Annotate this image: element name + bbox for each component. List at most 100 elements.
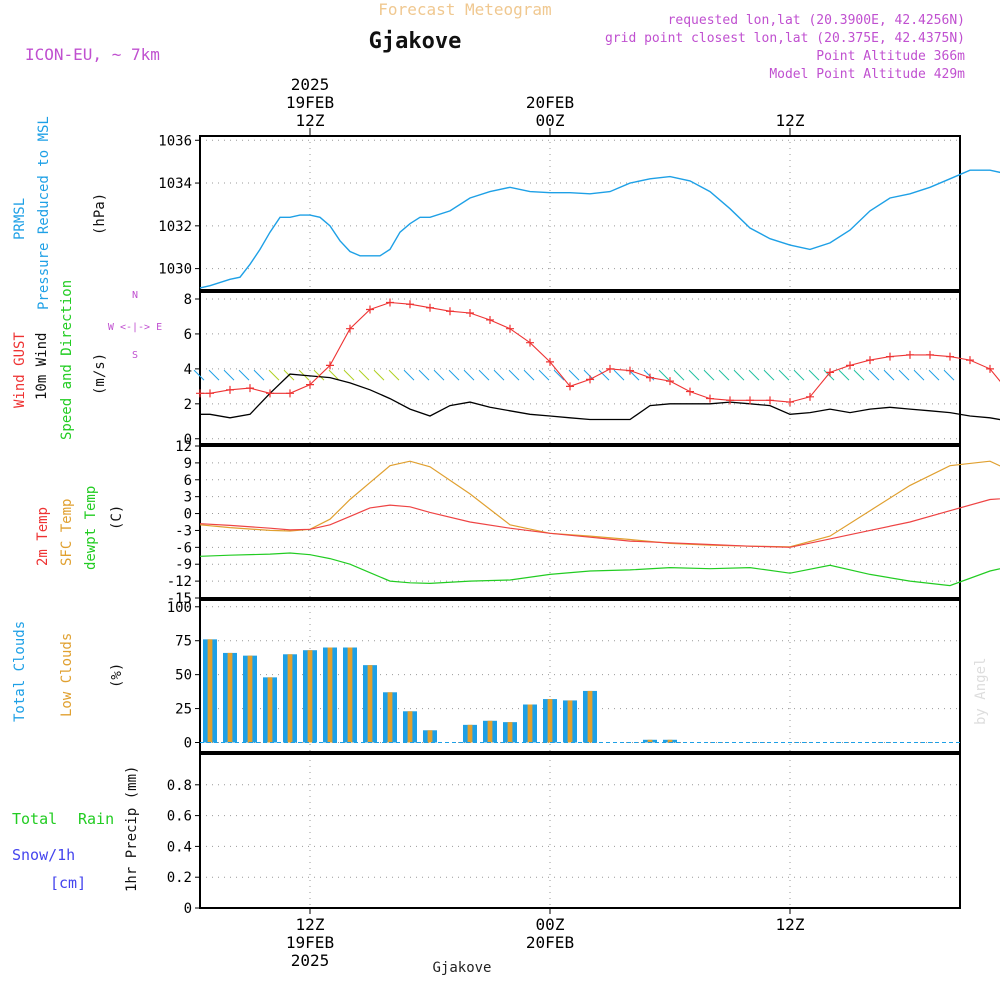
wind-direction-arrow <box>238 369 250 381</box>
wind-direction-arrow <box>943 369 955 381</box>
low-cloud-bar <box>347 647 353 743</box>
wind-gust-marker <box>366 305 374 314</box>
wind-gust-marker <box>666 377 674 386</box>
temp-dewpt-label: dewpt Temp <box>83 486 99 570</box>
wind-gust-marker <box>426 303 434 312</box>
y-tick-label: 8 <box>184 292 192 308</box>
low-cloud-bar <box>307 650 313 743</box>
y-tick-label: 1030 <box>158 262 192 278</box>
wind-direction-arrow <box>193 369 205 381</box>
y-tick-label: -15 <box>167 591 192 607</box>
compass-north: N <box>132 290 138 301</box>
meteogram-title: Forecast Meteogram <box>378 0 551 19</box>
wind-direction-arrow <box>868 369 880 381</box>
wind-direction-arrow <box>463 369 475 381</box>
bottom-axis-time-label: 00Z <box>536 915 565 934</box>
prmsl-label: PRMSL <box>12 198 28 240</box>
wind-direction-arrow <box>703 369 715 381</box>
wind-gust-marker <box>466 308 474 317</box>
low-cloud-bar <box>527 704 533 743</box>
y-tick-label: 9 <box>184 456 192 472</box>
wind-direction-arrow <box>343 369 355 381</box>
wind-gust-marker <box>226 385 234 394</box>
wind-gust-label: Wind GUST <box>12 332 28 408</box>
low-cloud-bar <box>587 690 593 743</box>
y-tick-label: 0.8 <box>167 778 192 794</box>
top-axis-time-label: 00Z <box>536 111 565 130</box>
location-title: Gjakove <box>369 29 462 54</box>
wind-direction-arrow <box>493 369 505 381</box>
clouds-panel: 0 25 50 75 100 <box>167 599 961 753</box>
y-tick-label: -9 <box>175 557 192 573</box>
y-tick-label: 6 <box>184 473 192 489</box>
wind-direction-arrow <box>538 369 550 381</box>
wind-direction-arrow <box>358 369 370 381</box>
total-clouds-label: Total Clouds <box>12 621 28 722</box>
wind-gust-marker <box>346 324 354 333</box>
wind-direction-arrow <box>628 369 640 381</box>
top-axis-date-label: 20FEB <box>526 93 574 112</box>
wind-gust-marker <box>686 387 694 396</box>
low-cloud-bar <box>387 692 393 743</box>
bottom-axis-date-label: 20FEB <box>526 933 574 952</box>
wind-direction-arrow <box>433 369 445 381</box>
snow-unit-label: [cm] <box>50 874 86 892</box>
grid-point-coordinates: grid point closest lon,lat (20.375E, 42.… <box>605 31 965 46</box>
low-cloud-bar <box>367 665 373 743</box>
wind-direction-arrow <box>373 369 385 381</box>
low-cloud-bar <box>667 739 673 743</box>
y-tick-label: 75 <box>175 634 192 650</box>
low-cloud-bar <box>327 647 333 743</box>
wind-direction-arrow <box>598 369 610 381</box>
top-axis-time-label: 12Z <box>776 111 805 130</box>
wind-gust-marker <box>566 382 574 391</box>
bottom-axis-year-label: 2025 <box>291 951 330 970</box>
wind-unit-label: (m/s) <box>92 353 108 395</box>
wind-direction-arrow <box>268 369 280 381</box>
y-tick-label: 1032 <box>158 219 192 235</box>
pressure-panel: 1030 1032 1034 1036 <box>158 133 1000 291</box>
low-cloud-bar <box>507 722 513 743</box>
top-time-axis: 12Z19FEB202500Z20FEB12Z00Z21FEB12Z00Z22F… <box>286 75 805 136</box>
bottom-axis-time-label: 12Z <box>776 915 805 934</box>
top-axis-time-label: 12Z <box>296 111 325 130</box>
panel-frame <box>199 291 961 445</box>
wind-direction-arrow <box>883 369 895 381</box>
y-tick-label: 0.4 <box>167 839 192 855</box>
wind-direction-arrow <box>673 369 685 381</box>
wind-gust-marker <box>706 394 714 403</box>
snow-label: Snow/1h <box>12 846 75 864</box>
wind-gust-marker <box>246 384 254 393</box>
y-tick-label: -6 <box>175 540 192 556</box>
wind-direction-arrow <box>508 369 520 381</box>
pressure-unit-label: (hPa) <box>92 193 108 235</box>
y-tick-label: 0 <box>184 901 192 917</box>
pressure-line <box>199 169 1000 289</box>
y-tick-label: 2 <box>184 397 192 413</box>
panel-frame <box>199 445 961 599</box>
y-tick-label: -12 <box>167 574 192 590</box>
wind-direction-arrow <box>223 369 235 381</box>
wind-gust-marker <box>826 368 834 377</box>
wind-gust-marker <box>946 352 954 361</box>
wind-gust-marker <box>306 380 314 389</box>
wind-direction-arrow <box>388 369 400 381</box>
watermark: by Angel <box>973 658 989 725</box>
low-cloud-bar <box>487 720 493 743</box>
wind-direction-arrow <box>208 369 220 381</box>
temp-unit-label: (C) <box>109 505 125 530</box>
wind-direction-arrow <box>928 369 940 381</box>
wind-gust-marker <box>846 361 854 370</box>
wind-speed-line <box>200 373 1000 421</box>
bottom-axis-date-label: 19FEB <box>286 933 334 952</box>
wind-direction-arrow <box>838 369 850 381</box>
wind-gust-marker <box>196 389 204 398</box>
low-cloud-bar <box>547 699 553 743</box>
panel-frame <box>199 135 961 291</box>
bottom-axis-time-label: 12Z <box>296 915 325 934</box>
wind-gust-marker <box>486 315 494 324</box>
temp-sfc-label: SFC Temp <box>59 499 75 566</box>
wind-gust-marker <box>266 389 274 398</box>
